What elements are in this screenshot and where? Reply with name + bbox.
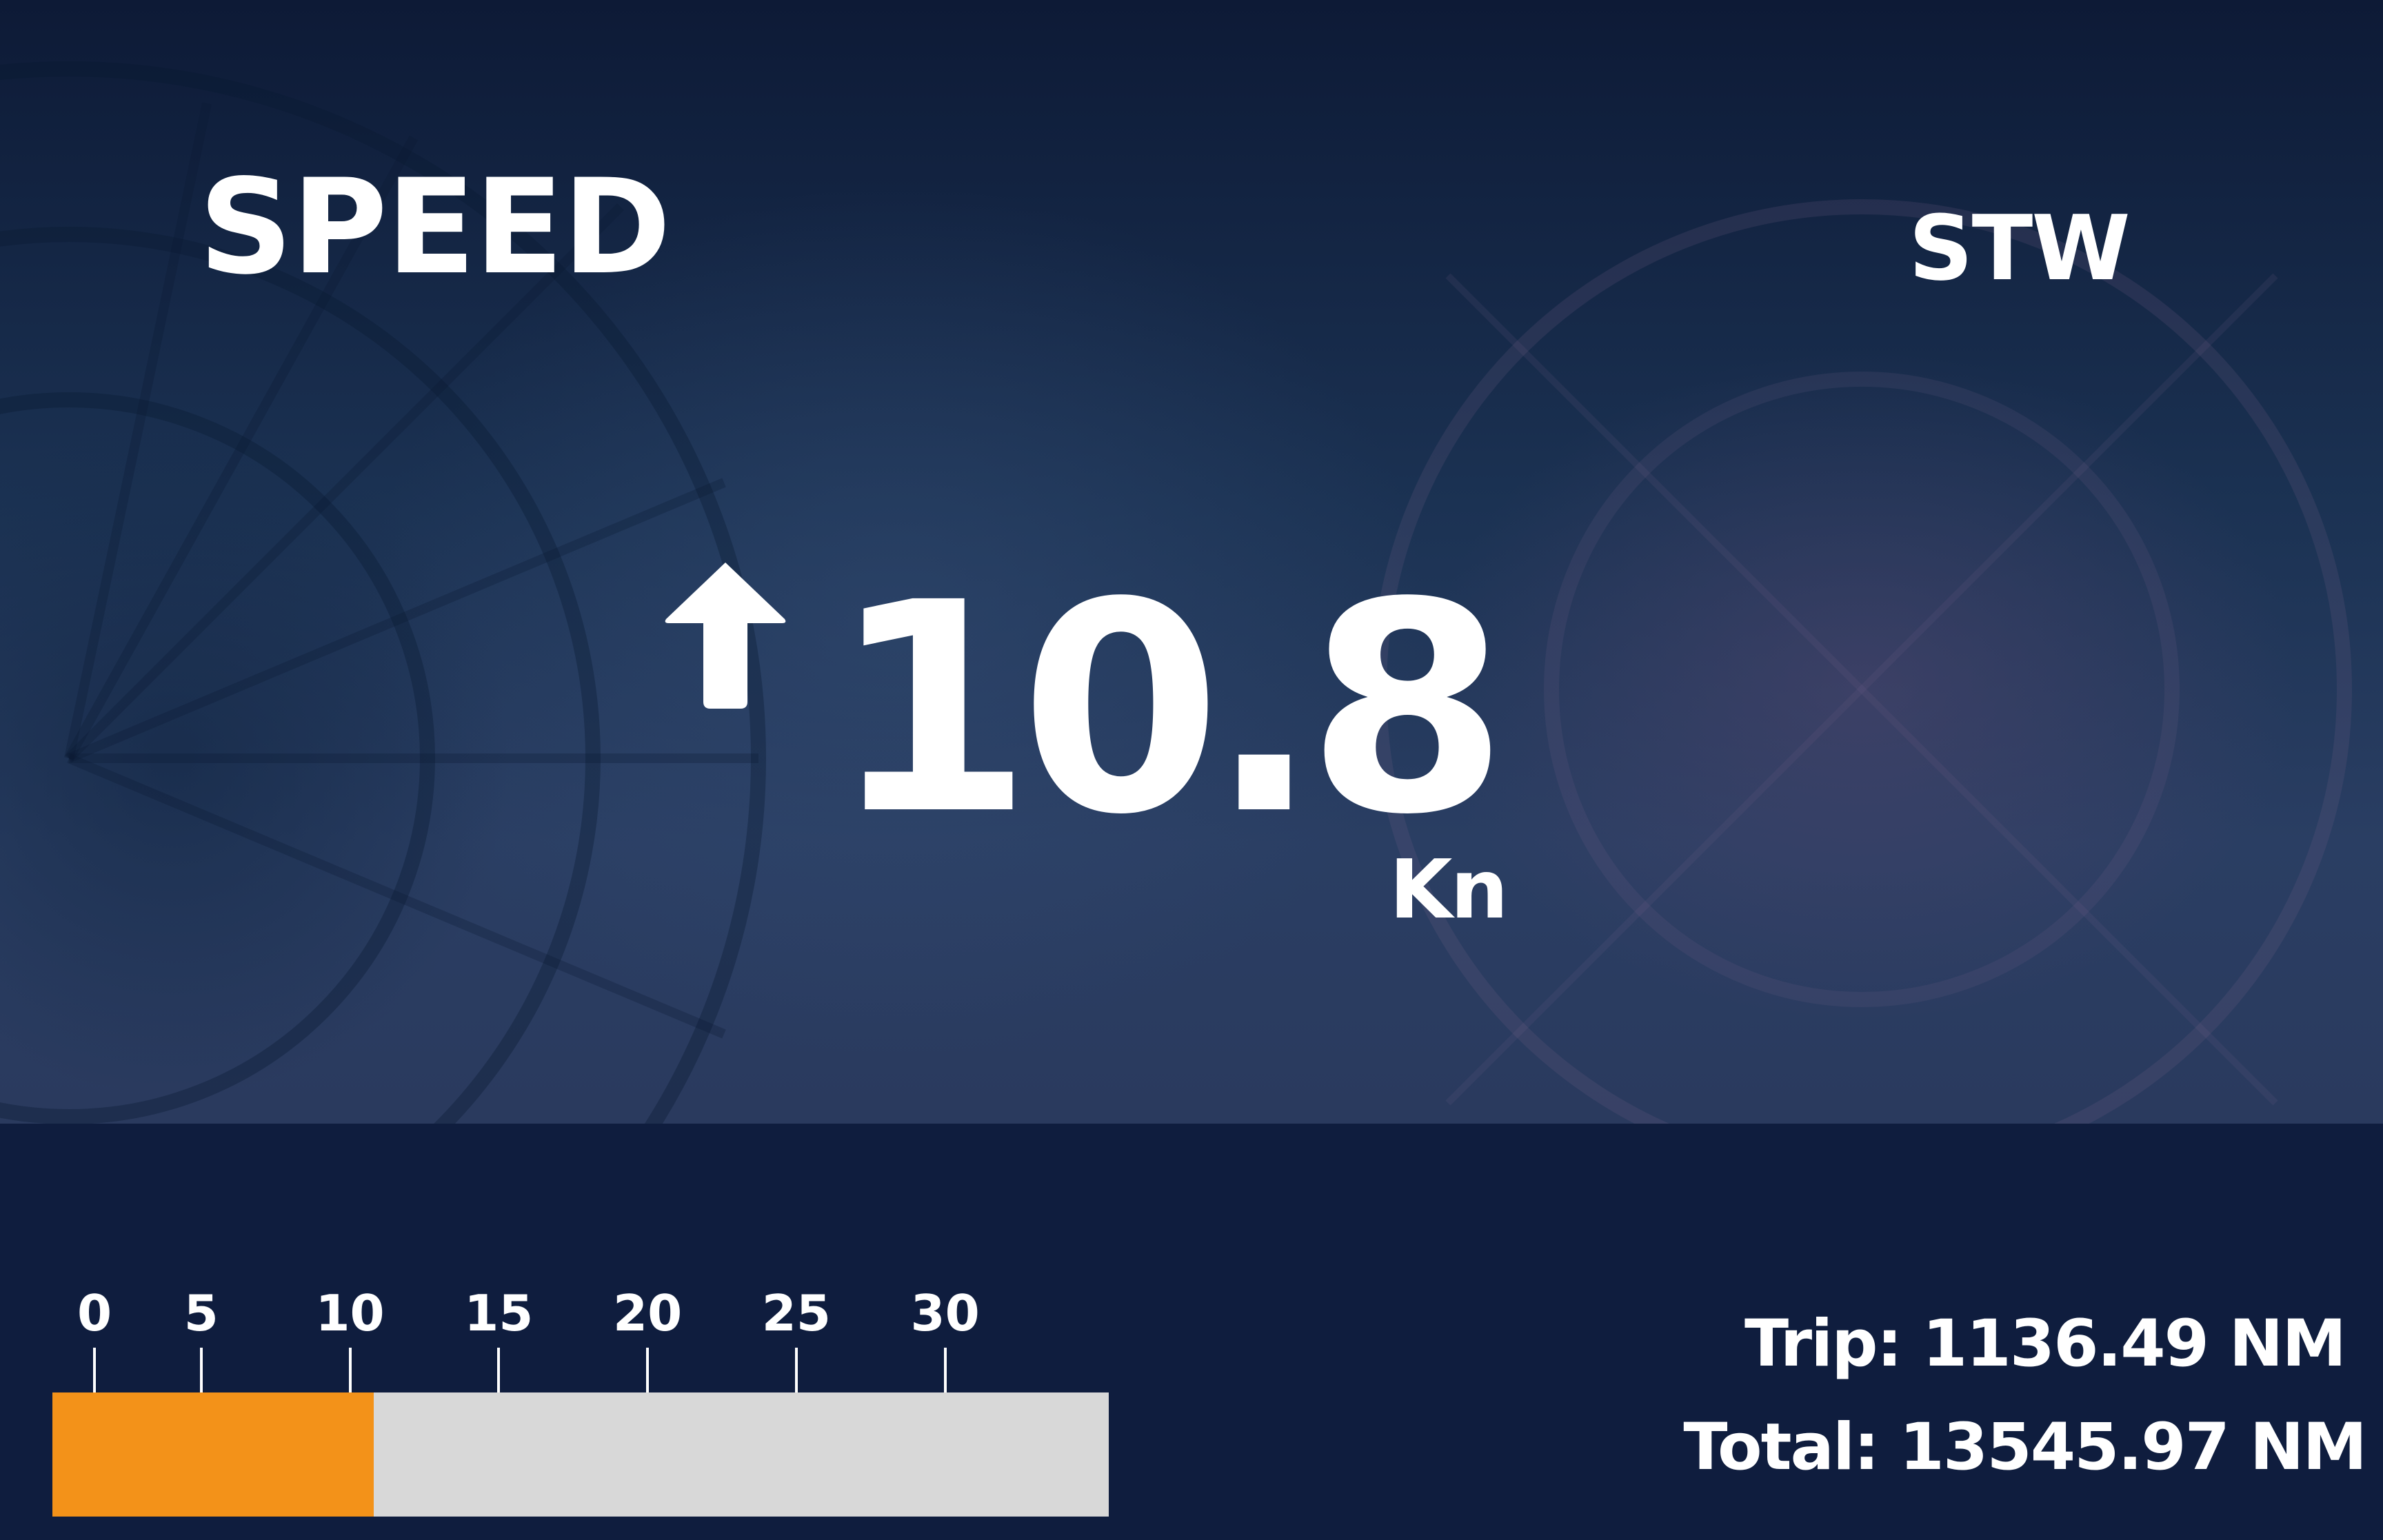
scale-tick: [200, 1348, 203, 1392]
scale-tick: [93, 1348, 96, 1392]
scale-tick-label: 5: [184, 1282, 219, 1344]
scale-tick: [944, 1348, 947, 1392]
arrow-up-icon: [663, 560, 787, 710]
scale-tick: [795, 1348, 798, 1392]
scale-tick-label: 20: [613, 1282, 682, 1344]
scale-tick-label: 15: [464, 1282, 533, 1344]
scale-tick-label: 10: [315, 1282, 384, 1344]
speed-scale-bar: 0 5 10 15 20 25 30: [52, 1282, 1109, 1517]
trip-distance: Trip: 1136.49 NM: [1744, 1306, 2345, 1382]
total-distance: Total: 13545.97 NM: [1683, 1410, 2366, 1486]
scale-tick: [349, 1348, 352, 1392]
instrument-title: SPEED: [199, 159, 670, 296]
speed-mode-label[interactable]: STW: [1909, 200, 2129, 296]
scale-tick: [497, 1348, 500, 1392]
scale-tick-label: 30: [911, 1282, 980, 1344]
scale-track: [52, 1392, 1109, 1517]
scale-tick-label: 0: [77, 1282, 112, 1344]
scale-tick-label: 25: [762, 1282, 831, 1344]
speed-unit: Kn: [1389, 844, 1506, 934]
scale-tick: [646, 1348, 649, 1392]
speed-value: 10.8: [831, 565, 1496, 855]
scale-fill: [52, 1392, 374, 1517]
